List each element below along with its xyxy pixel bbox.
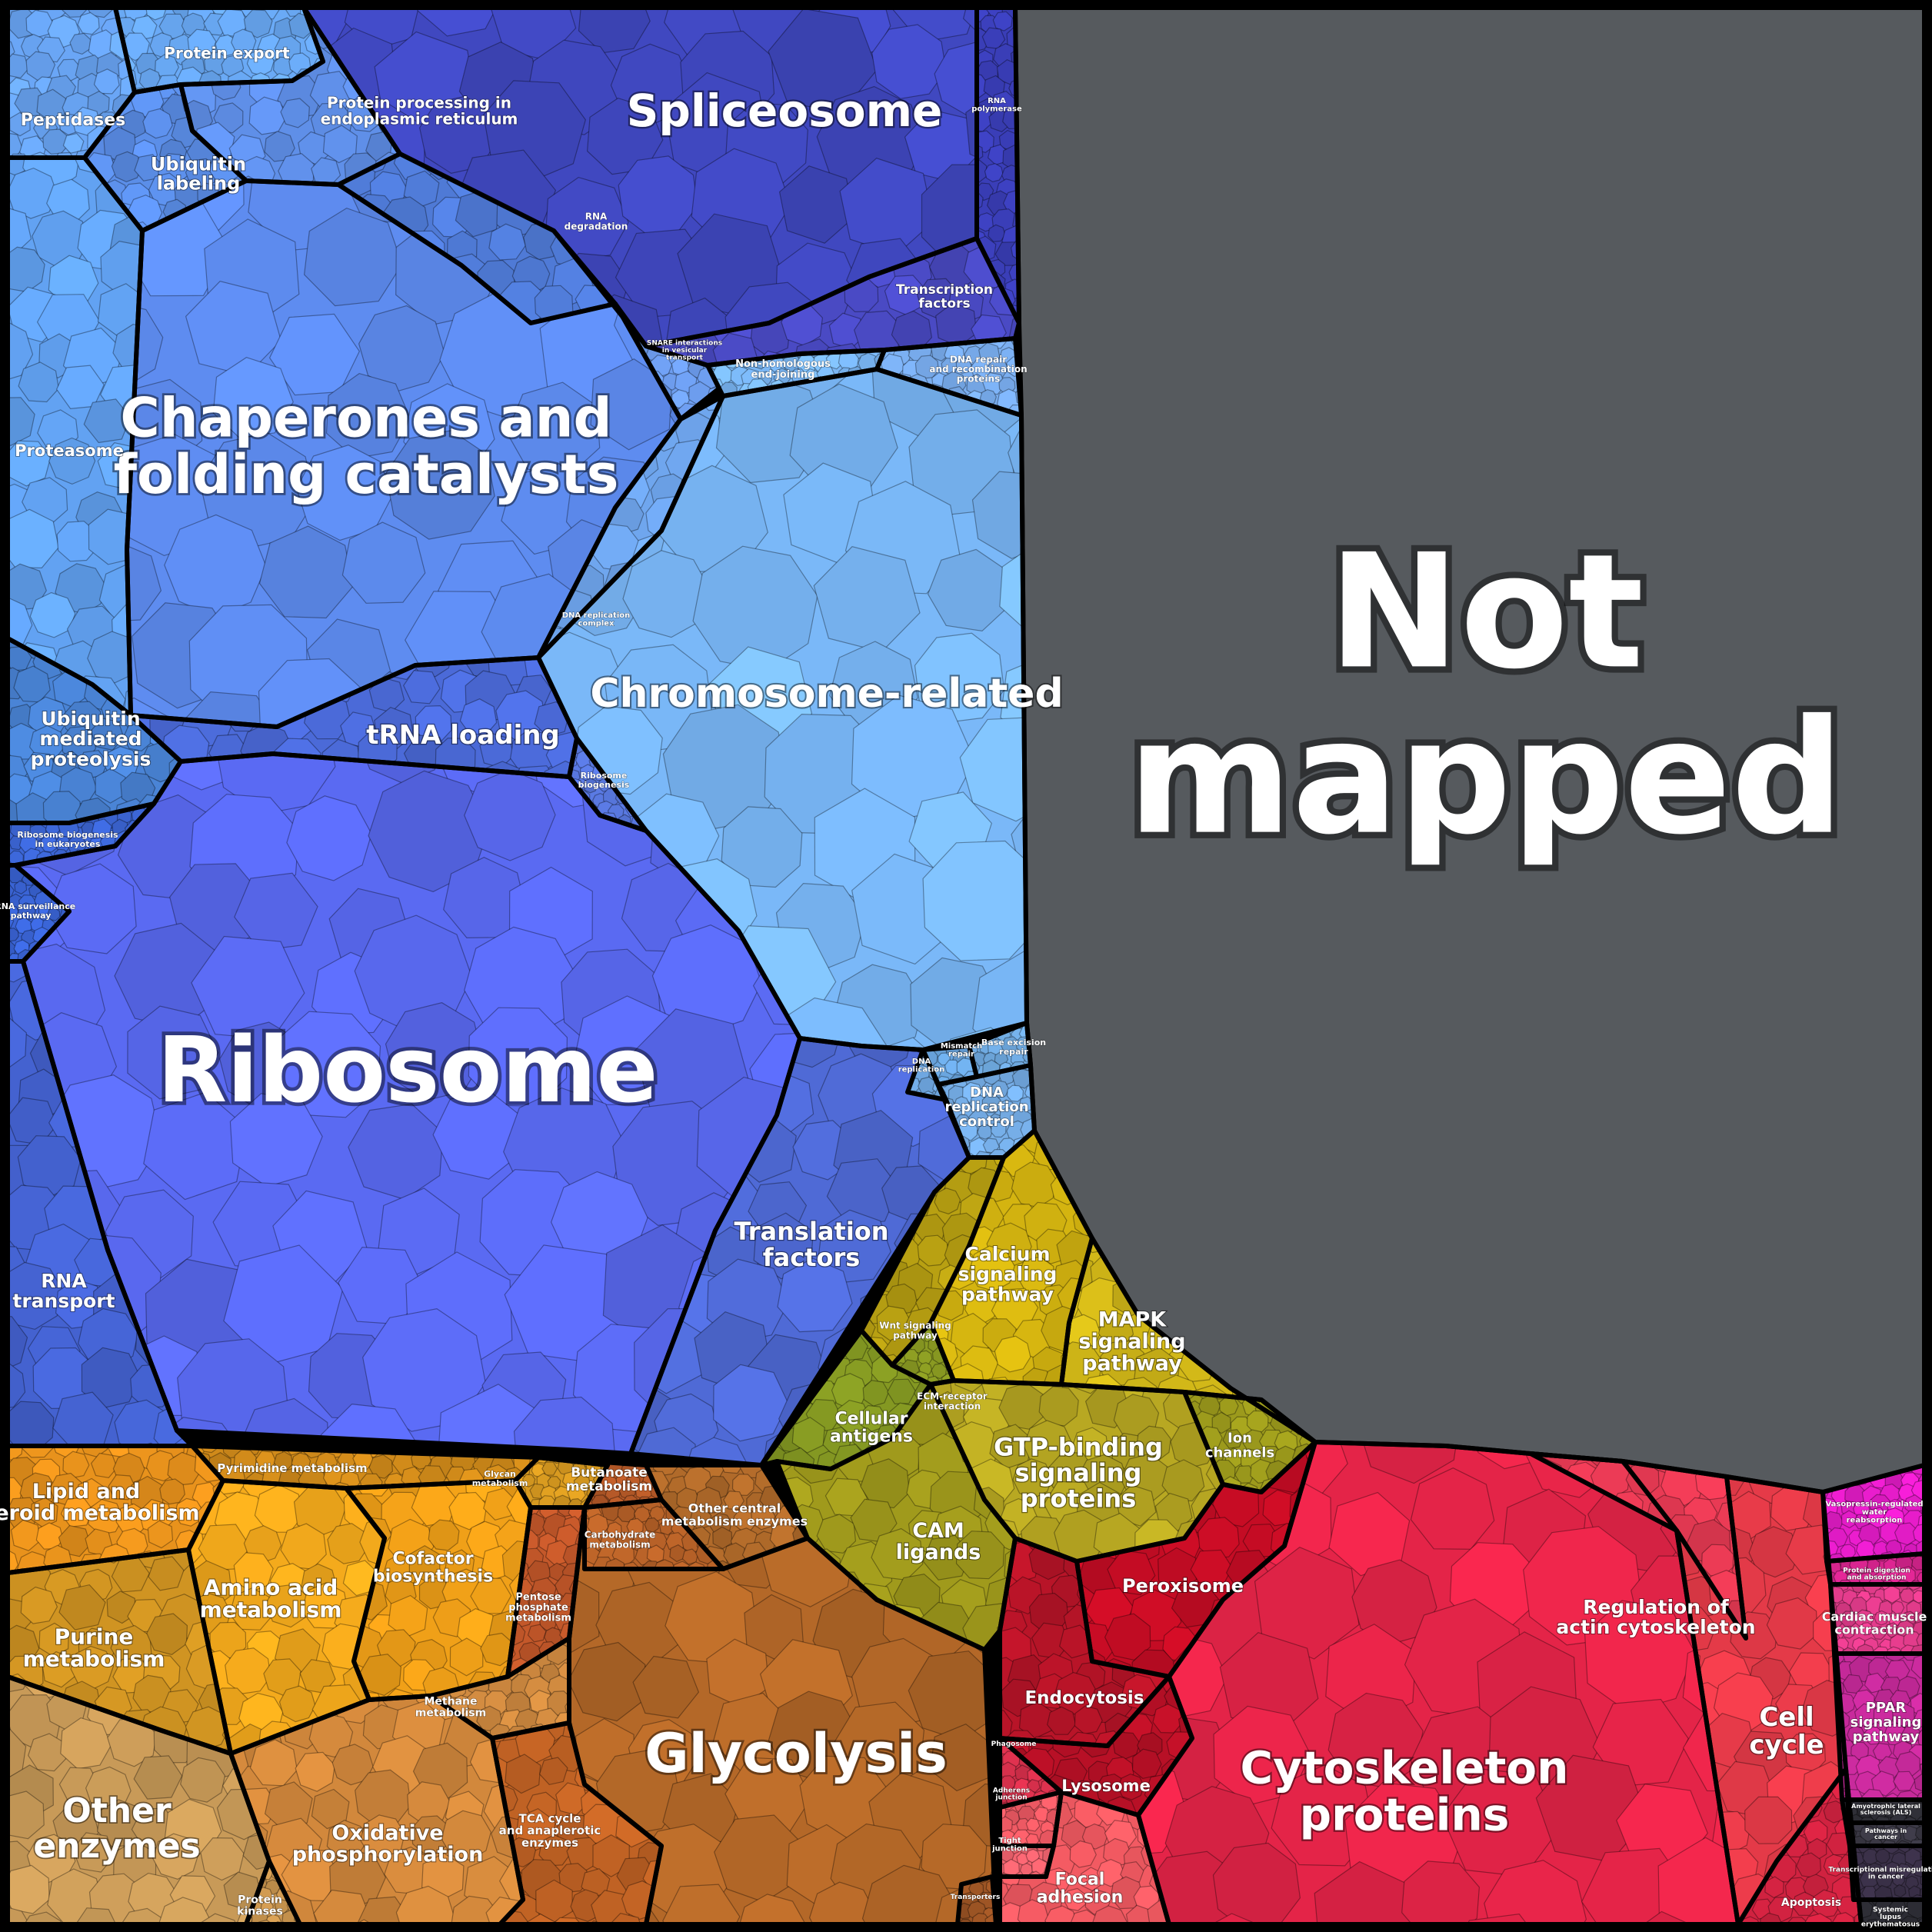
label-rna-transport: RNA transport bbox=[12, 1270, 115, 1312]
label-protein-processing-er: Protein processing in endoplasmic reticul… bbox=[321, 93, 518, 128]
label-proteasome: Proteasome bbox=[15, 441, 124, 460]
label-ubiquitin-mediated-proteolysis: Ubiquitin mediated proteolysis bbox=[31, 708, 152, 771]
label-methane: Methane metabolism bbox=[415, 1696, 486, 1720]
label-sle: Systemic lupus erythematosus bbox=[1861, 1906, 1920, 1928]
label-ion-channels: Ion channels bbox=[1205, 1431, 1274, 1461]
label-pyrimidine: Pyrimidine metabolism bbox=[217, 1461, 367, 1475]
label-als: Amyotrophic lateral sclerosis (ALS) bbox=[1851, 1802, 1920, 1815]
label-ecm-receptor: ECM-receptor interaction bbox=[917, 1391, 988, 1411]
label-adherens-junction: Adherens junction bbox=[993, 1787, 1030, 1801]
label-focal-adhesion: Focal adhesion bbox=[1037, 1870, 1124, 1907]
label-regulation-actin: Regulation of actin cytoskeleton bbox=[1556, 1596, 1755, 1638]
region-fill-not-mapped bbox=[1015, 8, 1924, 1492]
label-peroxisome: Peroxisome bbox=[1122, 1575, 1244, 1597]
label-gtp-binding: GTP-binding signaling proteins bbox=[994, 1432, 1163, 1513]
label-ubiquitin-labeling: Ubiquitin labeling bbox=[151, 153, 246, 194]
label-dna-replication-control: DNA replication control bbox=[944, 1084, 1028, 1130]
label-cam-ligands: CAM ligands bbox=[896, 1518, 981, 1564]
region-not-mapped bbox=[1015, 8, 1924, 1492]
label-vasopressin: Vasopressin-regulated water reabsorption bbox=[1825, 1501, 1923, 1525]
label-protein-kinases: Protein kinases bbox=[237, 1894, 283, 1918]
label-other-enzymes: Other enzymes bbox=[33, 1791, 200, 1866]
label-tca-cycle: TCA cycle and anaplerotic enzymes bbox=[499, 1811, 601, 1850]
label-not-mapped: Not mapped bbox=[1128, 521, 1844, 870]
label-spliceosome: Spliceosome bbox=[627, 85, 943, 137]
label-dna-repair: DNA repair and recombination proteins bbox=[929, 354, 1027, 384]
label-peptidases: Peptidases bbox=[21, 111, 126, 130]
region-cytoskeleton bbox=[1138, 1442, 1738, 1924]
label-cytoskeleton: Cytoskeleton proteins bbox=[1241, 1742, 1569, 1841]
label-glycolysis: Glycolysis bbox=[645, 1722, 948, 1785]
label-chaperones: Chaperones and folding catalysts bbox=[114, 386, 619, 506]
label-butanoate: Butanoate metabolism bbox=[566, 1465, 652, 1494]
label-tight-junction: Tight junction bbox=[991, 1837, 1028, 1854]
label-snare: SNARE interactions in vesicular transport bbox=[647, 339, 722, 361]
label-wnt-signaling: Wnt signaling pathway bbox=[879, 1320, 951, 1341]
label-cardiac-muscle: Cardiac muscle contraction bbox=[1822, 1609, 1927, 1637]
label-dna-replication: DNA replication bbox=[898, 1058, 945, 1074]
label-protein-export: Protein export bbox=[164, 44, 290, 62]
label-chromosome-related: Chromosome-related bbox=[590, 671, 1063, 717]
label-oxidative-phosphorylation: Oxidative phosphorylation bbox=[292, 1820, 484, 1866]
label-transcriptional-misregulation: Transcriptional misregulation in cancer bbox=[1828, 1866, 1932, 1880]
label-protein-digestion: Protein digestion and absorption bbox=[1843, 1567, 1910, 1581]
label-trna-loading: tRNA loading bbox=[366, 720, 560, 751]
label-transcription-factors: Transcription factors bbox=[896, 282, 993, 311]
label-mapk-signaling: MAPK signaling pathway bbox=[1078, 1307, 1185, 1375]
label-carbohydrate: Carbohydrate metabolism bbox=[585, 1529, 656, 1550]
label-ribosome: Ribosome bbox=[157, 1017, 658, 1123]
label-ppar-signaling: PPAR signaling pathway bbox=[1850, 1700, 1922, 1745]
label-cellular-antigens: Cellular antigens bbox=[830, 1409, 913, 1446]
label-lysosome: Lysosome bbox=[1061, 1777, 1151, 1795]
label-translation-factors: Translation factors bbox=[734, 1217, 888, 1272]
label-glycan: Glycan metabolism bbox=[472, 1469, 528, 1488]
label-pathways-in-cancer: Pathways in cancer bbox=[1865, 1827, 1907, 1840]
label-rna-degradation: RNA degradation bbox=[565, 211, 628, 232]
label-pentose-phosphate: Pentose phosphate metabolism bbox=[505, 1591, 571, 1624]
label-phagosome: Phagosome bbox=[991, 1740, 1037, 1748]
label-amino-acid: Amino acid metabolism bbox=[200, 1574, 342, 1622]
label-endocytosis: Endocytosis bbox=[1024, 1688, 1144, 1708]
label-apoptosis: Apoptosis bbox=[1781, 1897, 1841, 1909]
label-rna-polymerase: RNA polymerase bbox=[971, 97, 1022, 114]
label-ribosome-biogenesis: Ribosome biogenesis bbox=[578, 771, 630, 790]
label-calcium-signaling: Calcium signaling pathway bbox=[958, 1243, 1058, 1306]
label-mismatch-repair: Mismatch repair bbox=[941, 1042, 982, 1059]
label-lipid-steroid: Lipid andsteroid metabolism bbox=[0, 1479, 200, 1524]
label-base-excision-repair: Base excision repair bbox=[981, 1038, 1046, 1057]
label-cofactor: Cofactor biosynthesis bbox=[373, 1549, 493, 1586]
label-ribosome-biogenesis-eukaryotes: Ribosome biogenesis in eukaryotes bbox=[17, 830, 118, 849]
region-lipid-steroid bbox=[8, 1446, 223, 1573]
label-nhej: Non-homologous end-joining bbox=[735, 358, 831, 381]
label-dna-replication-complex: DNA replication complex bbox=[562, 611, 631, 628]
label-transporters: Transporters bbox=[951, 1894, 1001, 1901]
label-purine: Purine metabolism bbox=[23, 1624, 165, 1671]
region-rna-polymerase bbox=[977, 8, 1019, 323]
label-cell-cycle: Cell cycle bbox=[1749, 1702, 1824, 1760]
label-other-central: Other central metabolism enzymes bbox=[661, 1501, 808, 1528]
